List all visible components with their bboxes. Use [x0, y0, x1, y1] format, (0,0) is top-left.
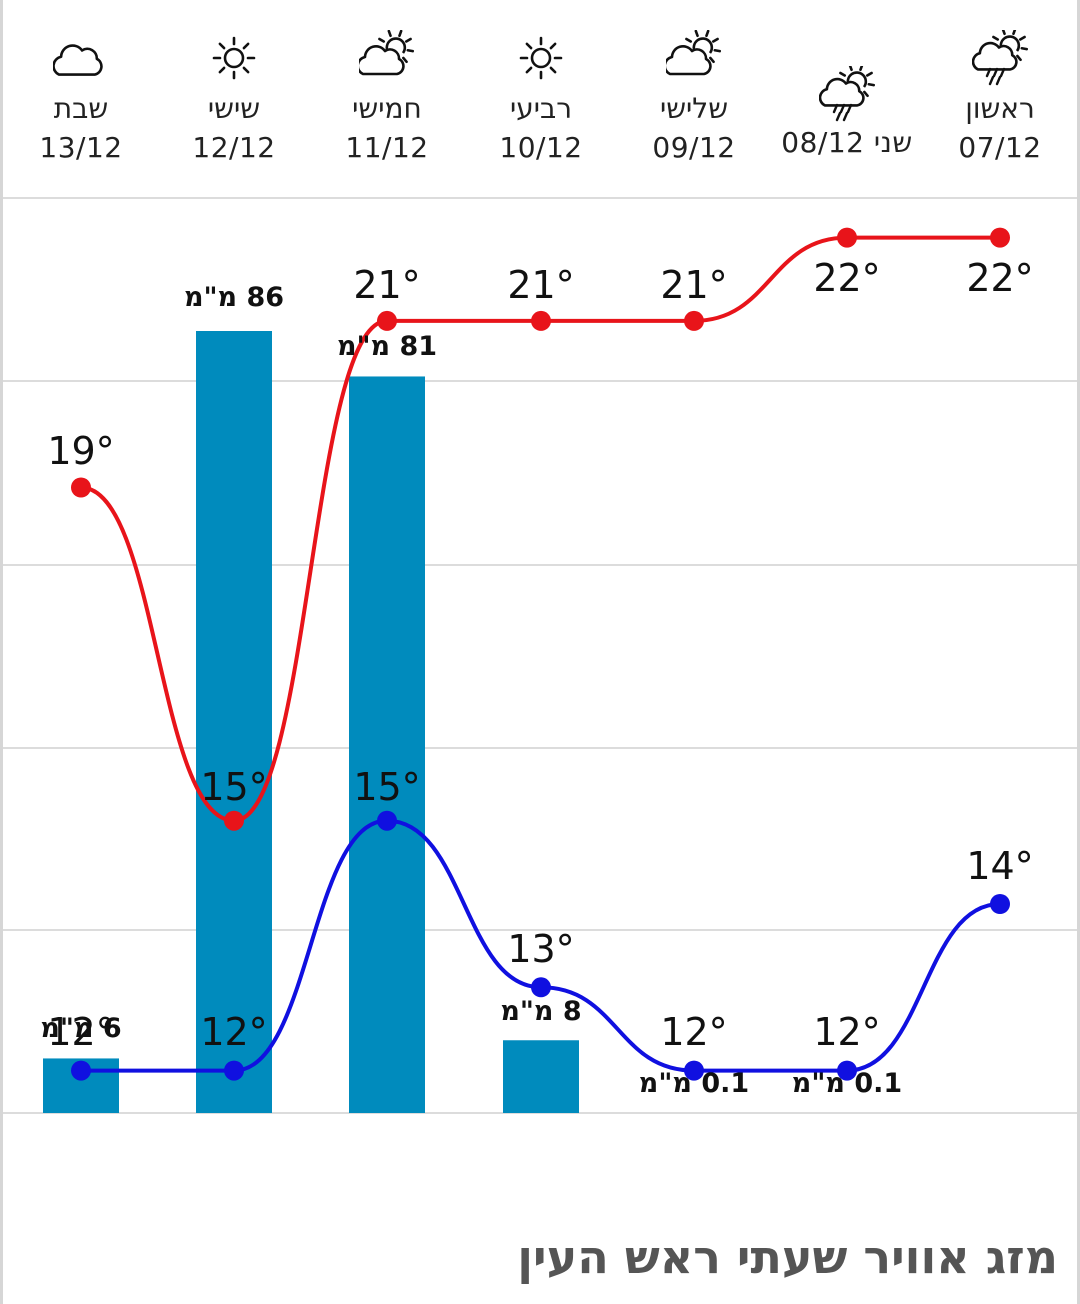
- low-temp-label: 14°: [966, 844, 1033, 888]
- high-temp-point: [684, 310, 704, 331]
- cloud-sun-rain-icon: [819, 66, 875, 122]
- frame-border-left: [0, 0, 3, 1304]
- low-temp-label: 12°: [813, 1010, 880, 1054]
- cloud-sun-icon: [666, 30, 722, 76]
- low-temp-point: [837, 1060, 857, 1081]
- cloud-sun-icon: [359, 30, 415, 76]
- high-temp-label: 21°: [507, 263, 574, 307]
- day-column: שישי 12/12: [159, 30, 309, 170]
- rain-bar: [503, 1040, 579, 1113]
- day-date: 10/12: [499, 131, 583, 164]
- high-temp-point: [837, 227, 857, 248]
- rain-label: 81 מ"מ: [337, 331, 437, 362]
- high-temp-label: 22°: [813, 256, 880, 300]
- day-date: 11/12: [345, 131, 429, 164]
- day-date: 07/12: [958, 131, 1042, 164]
- rain-bar: [196, 331, 272, 1113]
- day-date: 12/12: [192, 131, 276, 164]
- rain-label: 0.1 מ"מ: [639, 1068, 749, 1099]
- high-temp-point: [990, 227, 1010, 248]
- low-temp-label: 12°: [200, 1010, 267, 1054]
- low-temp-point: [684, 1060, 704, 1081]
- cloud-icon: [53, 44, 103, 76]
- weather-chart: 22° 22° 21° 21° 21° 15° 19° 14° 12° 12° 13° 15° 12° 1…: [3, 197, 1077, 1114]
- low-temp-label: 15°: [353, 765, 420, 809]
- day-name: שישי: [207, 92, 261, 125]
- rain-label: 86 מ"מ: [184, 282, 284, 313]
- cloud-sun-rain-icon: [972, 30, 1028, 86]
- low-temp-label: 12°: [47, 1010, 114, 1054]
- day-column: חמישי 11/12: [312, 30, 462, 170]
- high-temp-label: 21°: [660, 263, 727, 307]
- rain-label: 0.1 מ"מ: [792, 1068, 902, 1099]
- day-name: חמישי: [352, 92, 422, 125]
- low-temp-point: [71, 1060, 91, 1081]
- high-temp-point: [224, 810, 244, 831]
- rain-label: 8 מ"מ: [500, 996, 581, 1027]
- low-temp-point: [377, 810, 397, 831]
- page-title: מזג אוויר שעתי ראש העין: [517, 1230, 1058, 1284]
- high-temp-point: [71, 477, 91, 498]
- high-temp-label: 19°: [47, 429, 114, 473]
- day-name: שלישי: [659, 92, 729, 125]
- day-name: שבת: [53, 92, 109, 125]
- day-name: ראשון: [965, 92, 1035, 125]
- low-temp-point: [224, 1060, 244, 1081]
- day-column: רביעי 10/12: [466, 30, 616, 170]
- high-temp-line: [80, 235, 1000, 823]
- sun-icon: [519, 36, 563, 80]
- day-column: שבת 13/12: [6, 30, 156, 170]
- low-temp-label: 12°: [660, 1010, 727, 1054]
- day-column: שני 08/12: [772, 30, 922, 170]
- high-temp-point: [531, 310, 551, 331]
- day-date: 08/12: [781, 126, 865, 159]
- low-temp-point: [990, 894, 1010, 914]
- day-date: 09/12: [652, 131, 736, 164]
- high-temp-point: [377, 310, 397, 331]
- frame-border-right: [1077, 0, 1080, 1304]
- rain-label: 6 מ"מ: [40, 1013, 121, 1044]
- day-column: שלישי 09/12: [619, 30, 769, 170]
- day-name: שני: [873, 126, 913, 159]
- day-date: 13/12: [39, 131, 123, 164]
- rain-bar: [349, 376, 425, 1114]
- low-temp-label: 13°: [507, 927, 574, 971]
- sun-icon: [212, 36, 256, 80]
- high-temp-label: 22°: [966, 256, 1033, 300]
- day-name: רביעי: [509, 92, 573, 125]
- low-temp-point: [531, 977, 551, 998]
- high-temp-label: 21°: [353, 263, 420, 307]
- day-column: ראשון 07/12: [925, 30, 1075, 170]
- high-temp-label: 15°: [200, 765, 267, 809]
